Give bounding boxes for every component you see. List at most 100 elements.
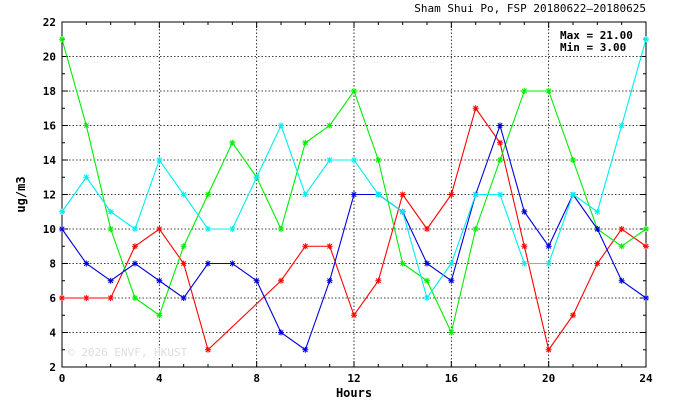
- data-point: [229, 260, 236, 267]
- data-point: [180, 260, 187, 267]
- data-point: [472, 105, 479, 112]
- data-point: [424, 295, 430, 301]
- data-point: [375, 191, 382, 198]
- data-point: [521, 260, 528, 267]
- data-point: [545, 260, 552, 267]
- data-point: [521, 88, 528, 94]
- y-tick-label: 8: [49, 258, 56, 271]
- data-point: [278, 226, 284, 232]
- x-tick-label: 0: [59, 372, 66, 385]
- data-point: [643, 243, 649, 250]
- max-label: Max = 21.00: [560, 29, 633, 42]
- data-point: [472, 226, 479, 232]
- x-axis-label: Hours: [336, 386, 372, 400]
- data-point: [83, 295, 90, 301]
- data-point: [302, 346, 309, 353]
- data-point: [83, 260, 90, 267]
- data-point: [253, 174, 260, 181]
- data-point: [205, 260, 211, 267]
- data-point: [278, 277, 284, 284]
- data-point: [643, 36, 649, 43]
- x-tick-label: 4: [156, 372, 163, 385]
- data-point: [399, 191, 406, 198]
- data-point: [351, 88, 357, 94]
- data-point: [107, 277, 114, 284]
- data-point: [229, 139, 236, 146]
- x-tick-label: 20: [542, 372, 555, 385]
- data-point: [180, 295, 187, 301]
- data-point: [448, 277, 455, 284]
- data-point: [472, 191, 479, 198]
- data-point: [594, 260, 601, 267]
- y-tick-label: 10: [43, 223, 56, 236]
- data-point: [545, 88, 552, 94]
- data-point: [399, 260, 406, 267]
- data-point: [107, 208, 114, 215]
- data-point: [643, 226, 649, 232]
- data-point: [132, 260, 138, 267]
- data-point: [594, 226, 601, 232]
- data-point: [399, 208, 406, 215]
- min-label: Min = 3.00: [560, 41, 626, 54]
- data-point: [618, 226, 625, 232]
- data-point: [205, 191, 211, 198]
- data-point: [448, 329, 455, 336]
- data-point: [545, 346, 552, 353]
- data-point: [497, 139, 503, 146]
- data-point: [132, 226, 138, 232]
- data-point: [643, 295, 649, 301]
- data-point: [570, 191, 576, 198]
- data-point: [497, 122, 503, 129]
- data-point: [253, 277, 260, 284]
- data-point: [594, 208, 601, 215]
- data-point: [448, 191, 455, 198]
- data-point: [448, 260, 455, 267]
- data-point: [83, 122, 90, 129]
- data-point: [59, 208, 65, 215]
- y-axis-label: ug/m3: [14, 176, 28, 212]
- data-point: [205, 346, 211, 353]
- data-point: [521, 243, 528, 250]
- data-point: [83, 174, 90, 181]
- data-point: [351, 157, 357, 163]
- data-point: [107, 295, 114, 301]
- data-point: [302, 243, 309, 250]
- data-point: [497, 157, 503, 163]
- y-tick-label: 4: [49, 327, 56, 340]
- series-layer: [59, 36, 649, 353]
- data-point: [618, 122, 625, 129]
- data-point: [351, 312, 357, 319]
- data-point: [205, 226, 211, 232]
- data-point: [302, 191, 309, 198]
- x-tick-label: 12: [347, 372, 360, 385]
- data-point: [326, 157, 333, 163]
- data-point: [156, 277, 163, 284]
- chart-title: Sham Shui Po, FSP 20180622–20180625: [414, 2, 646, 15]
- data-point: [326, 277, 333, 284]
- data-point: [497, 191, 503, 198]
- data-point: [326, 243, 333, 250]
- data-point: [132, 295, 138, 301]
- data-point: [107, 226, 114, 232]
- data-point: [278, 122, 284, 129]
- data-point: [302, 139, 309, 146]
- data-point: [132, 243, 138, 250]
- y-tick-label: 22: [43, 16, 56, 29]
- y-tick-label: 20: [43, 51, 56, 64]
- data-point: [570, 157, 576, 163]
- data-point: [180, 243, 187, 250]
- data-point: [424, 277, 430, 284]
- data-point: [424, 226, 430, 232]
- data-point: [545, 243, 552, 250]
- data-point: [59, 36, 65, 43]
- data-point: [229, 226, 236, 232]
- x-tick-label: 8: [253, 372, 260, 385]
- data-point: [424, 260, 430, 267]
- data-point: [326, 122, 333, 129]
- data-point: [59, 295, 65, 301]
- data-point: [351, 191, 357, 198]
- data-point: [618, 277, 625, 284]
- data-point: [180, 191, 187, 198]
